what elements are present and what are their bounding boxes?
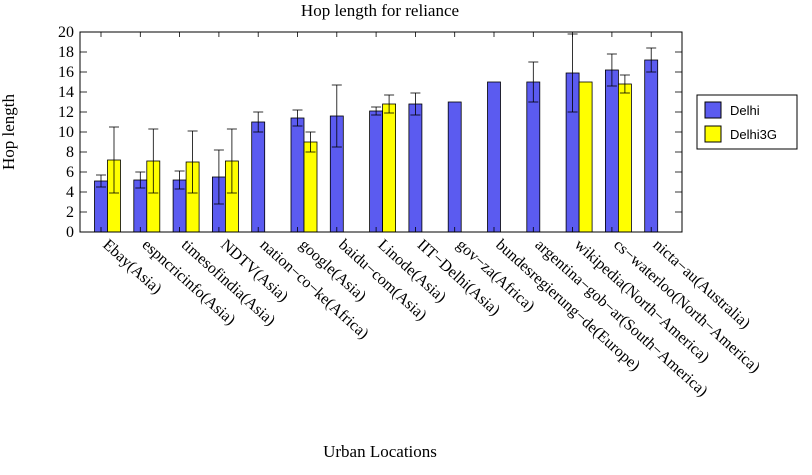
error-bar	[253, 111, 264, 133]
error-bar	[135, 171, 146, 189]
error-bar	[371, 106, 382, 116]
y-tick-label: 10	[58, 124, 74, 141]
y-tick-label: 18	[58, 44, 74, 61]
y-tick-label: 12	[58, 104, 74, 121]
error-bar	[292, 109, 303, 127]
chart-title: Hop length for reliance	[301, 1, 459, 20]
bar-delhi3g	[382, 103, 397, 233]
error-bar	[410, 92, 421, 116]
error-bar	[148, 128, 159, 194]
bar-delhi3g	[303, 141, 318, 233]
error-bar	[606, 53, 617, 87]
error-bar	[331, 84, 342, 148]
error-bar	[305, 131, 316, 153]
legend: Delhi Delhi3G	[696, 94, 798, 150]
y-tick-label: 4	[66, 184, 74, 201]
bar-delhi	[369, 110, 384, 233]
bar-delhi	[251, 121, 266, 233]
y-tick-label: 0	[66, 224, 74, 241]
plot-frame	[79, 31, 683, 233]
bar-delhi	[408, 103, 423, 233]
y-tick-label: 2	[66, 204, 74, 221]
y-tick-label: 8	[66, 144, 74, 161]
error-bar	[213, 149, 224, 205]
bar-delhi	[94, 180, 108, 233]
y-axis-label: Hop length	[0, 93, 18, 170]
bar-delhi	[526, 81, 541, 233]
error-bar	[109, 126, 119, 194]
legend-label-delhi: Delhi	[730, 103, 760, 118]
legend-label-delhi3g: Delhi3G	[730, 127, 777, 142]
y-tick-label: 14	[58, 84, 74, 101]
error-bar	[174, 170, 185, 190]
error-bar	[226, 128, 237, 194]
y-tick-label: 20	[58, 24, 74, 41]
legend-swatch-delhi3g	[704, 125, 722, 143]
bar-delhi	[644, 59, 659, 233]
error-bar	[96, 174, 106, 188]
bar-delhi3g	[578, 81, 593, 233]
error-bar	[528, 61, 539, 103]
error-bars-layer	[96, 33, 657, 205]
bar-delhi	[605, 69, 619, 233]
bar-delhi	[290, 117, 305, 233]
error-bar	[384, 94, 395, 114]
bar-delhi3g	[618, 83, 632, 233]
legend-swatch-delhi	[704, 101, 722, 119]
x-axis-label: Urban Locations	[323, 442, 437, 461]
error-bar	[619, 74, 630, 94]
error-bar	[187, 130, 198, 194]
y-tick-label: 6	[66, 164, 74, 181]
bars-layer	[94, 59, 659, 233]
error-bar	[646, 47, 657, 73]
bar-delhi	[447, 101, 462, 233]
bar-delhi	[487, 81, 501, 233]
y-tick-label: 16	[58, 64, 74, 81]
